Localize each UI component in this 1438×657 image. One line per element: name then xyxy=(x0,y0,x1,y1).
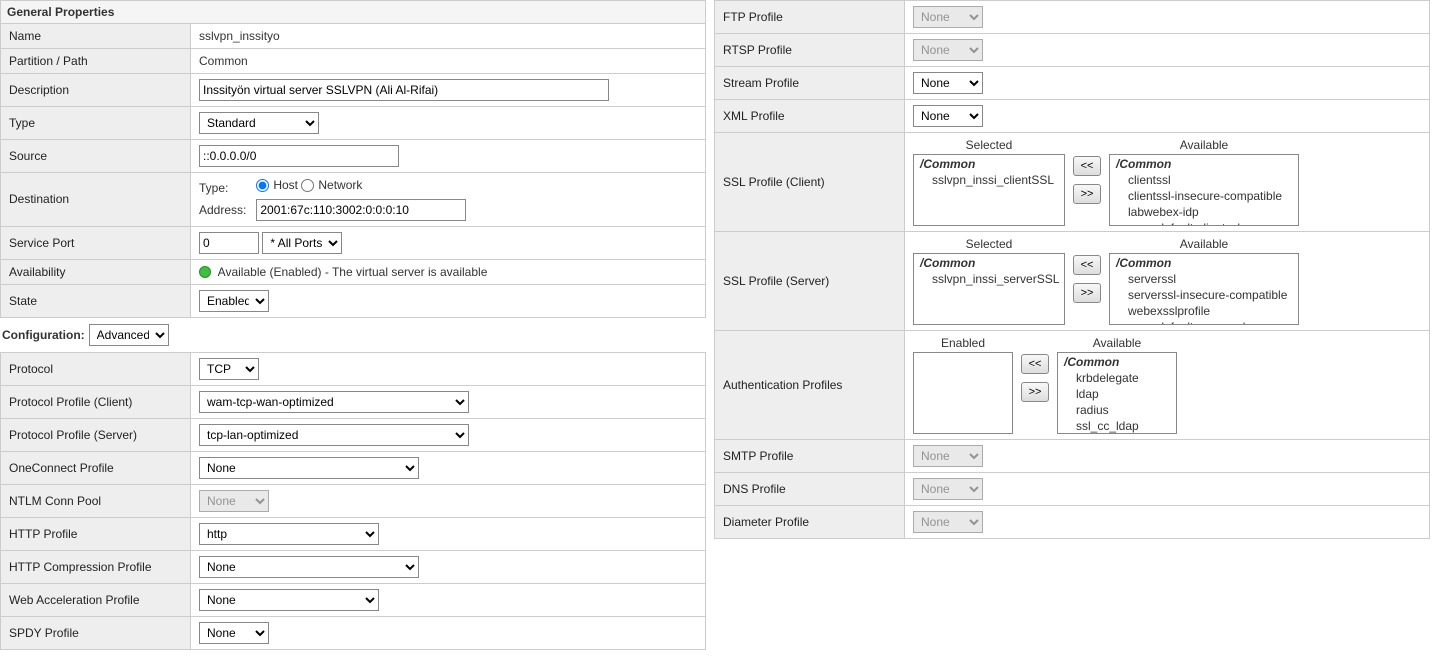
name-value: sslvpn_inssityo xyxy=(191,24,706,49)
name-label: Name xyxy=(1,24,191,49)
general-properties-header: General Properties xyxy=(0,0,706,23)
auth-label: Authentication Profiles xyxy=(715,331,905,440)
protocol-profile-client-select[interactable]: wam-tcp-wan-optimized xyxy=(199,391,469,413)
general-properties-table: Name sslvpn_inssityo Partition / Path Co… xyxy=(0,23,706,318)
http-label: HTTP Profile xyxy=(1,517,191,550)
auth-move-left-button[interactable]: << xyxy=(1021,354,1049,374)
ssl-server-available-head: Available xyxy=(1109,237,1299,251)
list-item[interactable]: labwebex-idp xyxy=(1110,204,1298,220)
dest-network-radio-label[interactable]: Network xyxy=(301,178,362,192)
list-item[interactable]: clientssl xyxy=(1110,172,1298,188)
destination-label: Destination xyxy=(1,173,191,227)
http-compression-select[interactable]: None xyxy=(199,556,419,578)
availability-status-icon xyxy=(199,266,211,278)
source-label: Source xyxy=(1,140,191,173)
configuration-label: Configuration: xyxy=(2,328,85,342)
source-input[interactable] xyxy=(199,145,399,167)
dest-address-label: Address: xyxy=(199,203,253,217)
web-accel-select[interactable]: None xyxy=(199,589,379,611)
availability-text: Available (Enabled) - The virtual server… xyxy=(218,265,488,279)
spdy-select[interactable]: None xyxy=(199,622,269,644)
ftp-label: FTP Profile xyxy=(715,1,905,34)
dest-address-input[interactable] xyxy=(256,199,466,221)
http-select[interactable]: http xyxy=(199,523,379,545)
ssl-server-move-left-button[interactable]: << xyxy=(1073,255,1101,275)
list-item[interactable]: serverssl-insecure-compatible xyxy=(1110,287,1298,303)
smtp-select: None xyxy=(913,445,983,467)
configuration-mode-select[interactable]: Advanced xyxy=(89,324,169,346)
description-input[interactable] xyxy=(199,79,609,101)
auth-enabled-head: Enabled xyxy=(913,336,1013,350)
auth-available-list[interactable]: /Commonkrbdelegateldapradiusssl_cc_ldap xyxy=(1057,352,1177,434)
diameter-select: None xyxy=(913,511,983,533)
ssl-server-selected-list[interactable]: /Commonsslvpn_inssi_serverSSL xyxy=(913,253,1065,325)
configuration-right-table: FTP Profile None RTSP Profile None Strea… xyxy=(714,0,1430,539)
protocol-profile-client-label: Protocol Profile (Client) xyxy=(1,385,191,418)
protocol-profile-server-label: Protocol Profile (Server) xyxy=(1,418,191,451)
list-item[interactable]: ssl_cc_ldap xyxy=(1058,418,1176,434)
auth-move-right-button[interactable]: >> xyxy=(1021,382,1049,402)
smtp-label: SMTP Profile xyxy=(715,440,905,473)
auth-available-head: Available xyxy=(1057,336,1177,350)
dest-network-radio[interactable] xyxy=(301,179,314,192)
list-item[interactable]: sslvpn_inssi_clientSSL xyxy=(914,172,1064,188)
protocol-profile-server-select[interactable]: tcp-lan-optimized xyxy=(199,424,469,446)
service-port-label: Service Port xyxy=(1,226,191,259)
dns-label: DNS Profile xyxy=(715,473,905,506)
list-item[interactable]: wom-default-clientssl xyxy=(1110,220,1298,226)
dest-type-label: Type: xyxy=(199,181,253,195)
type-label: Type xyxy=(1,107,191,140)
ssl-server-available-list[interactable]: /Commonserversslserverssl-insecure-compa… xyxy=(1109,253,1299,325)
list-item[interactable]: serverssl xyxy=(1110,271,1298,287)
protocol-label: Protocol xyxy=(1,352,191,385)
ssl-client-available-head: Available xyxy=(1109,138,1299,152)
oneconnect-label: OneConnect Profile xyxy=(1,451,191,484)
state-select[interactable]: Enabled xyxy=(199,290,269,312)
type-select[interactable]: Standard xyxy=(199,112,319,134)
service-port-select[interactable]: * All Ports xyxy=(262,232,342,254)
list-item[interactable]: radius xyxy=(1058,402,1176,418)
ntlm-label: NTLM Conn Pool xyxy=(1,484,191,517)
stream-label: Stream Profile xyxy=(715,67,905,100)
ssl-client-selected-head: Selected xyxy=(913,138,1065,152)
rtsp-select: None xyxy=(913,39,983,61)
oneconnect-select[interactable]: None xyxy=(199,457,419,479)
list-item[interactable]: ldap xyxy=(1058,386,1176,402)
ssl-server-selected-head: Selected xyxy=(913,237,1065,251)
ntlm-select: None xyxy=(199,490,269,512)
web-accel-label: Web Acceleration Profile xyxy=(1,583,191,616)
spdy-label: SPDY Profile xyxy=(1,616,191,649)
ssl-server-move-right-button[interactable]: >> xyxy=(1073,283,1101,303)
partition-label: Partition / Path xyxy=(1,49,191,74)
ssl-client-move-left-button[interactable]: << xyxy=(1073,156,1101,176)
ftp-select: None xyxy=(913,6,983,28)
stream-select[interactable]: None xyxy=(913,72,983,94)
ssl-client-selected-list[interactable]: /Commonsslvpn_inssi_clientSSL xyxy=(913,154,1065,226)
ssl-client-label: SSL Profile (Client) xyxy=(715,133,905,232)
dest-host-radio[interactable] xyxy=(256,179,269,192)
list-item[interactable]: wom-default-serverssl xyxy=(1110,319,1298,325)
list-item[interactable]: sslvpn_inssi_serverSSL xyxy=(914,271,1064,287)
ssl-server-label: SSL Profile (Server) xyxy=(715,232,905,331)
service-port-input[interactable] xyxy=(199,232,259,254)
xml-select[interactable]: None xyxy=(913,105,983,127)
availability-label: Availability xyxy=(1,259,191,284)
list-item[interactable]: webexsslprofile xyxy=(1110,303,1298,319)
rtsp-label: RTSP Profile xyxy=(715,34,905,67)
dest-host-radio-label[interactable]: Host xyxy=(256,178,298,192)
state-label: State xyxy=(1,284,191,317)
protocol-select[interactable]: TCP xyxy=(199,358,259,380)
ssl-client-available-list[interactable]: /Commonclientsslclientssl-insecure-compa… xyxy=(1109,154,1299,226)
partition-value: Common xyxy=(191,49,706,74)
dns-select: None xyxy=(913,478,983,500)
auth-enabled-list[interactable] xyxy=(913,352,1013,434)
ssl-client-move-right-button[interactable]: >> xyxy=(1073,184,1101,204)
xml-label: XML Profile xyxy=(715,100,905,133)
http-compression-label: HTTP Compression Profile xyxy=(1,550,191,583)
configuration-left-table: Protocol TCP Protocol Profile (Client) w… xyxy=(0,352,706,650)
description-label: Description xyxy=(1,74,191,107)
list-item[interactable]: krbdelegate xyxy=(1058,370,1176,386)
diameter-label: Diameter Profile xyxy=(715,506,905,539)
list-item[interactable]: clientssl-insecure-compatible xyxy=(1110,188,1298,204)
